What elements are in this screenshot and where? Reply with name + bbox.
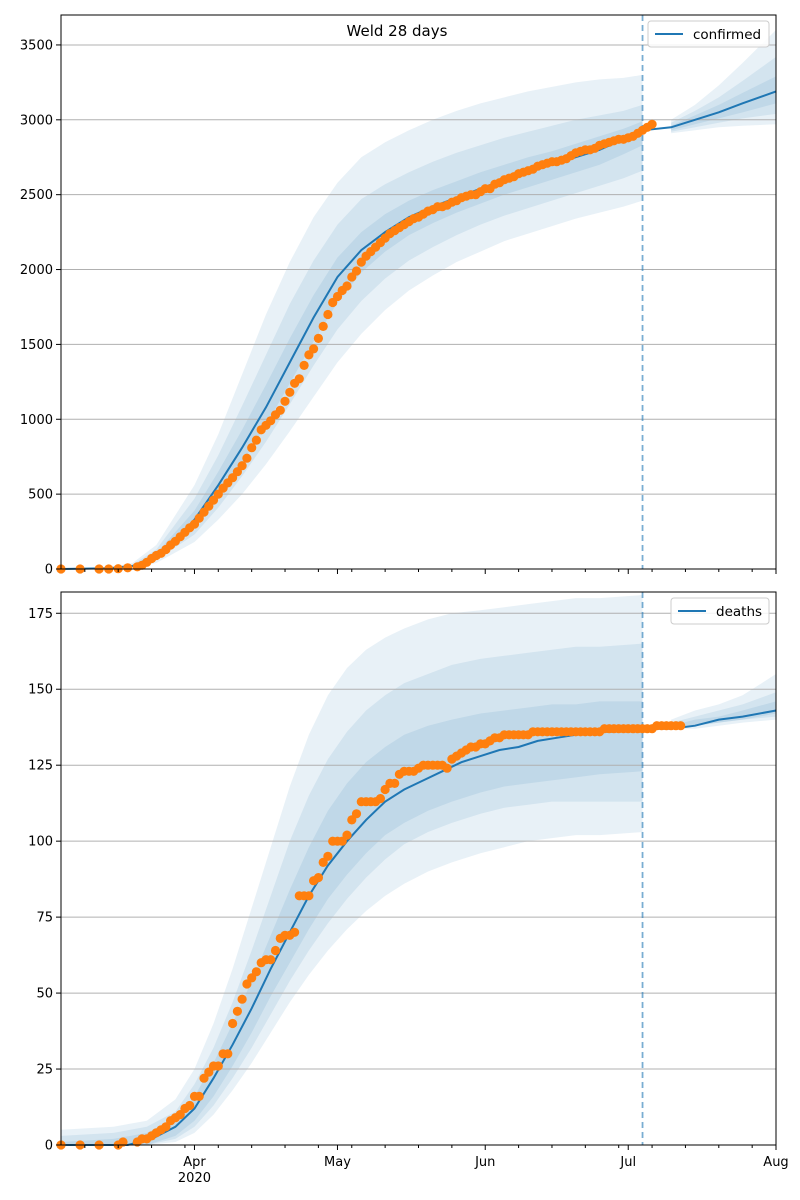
x-tick-label: Aug: [763, 1155, 788, 1170]
confirmed-y-tick-label: 2000: [20, 263, 53, 278]
confirmed-band-0-forecast: [671, 29, 776, 134]
deaths-observed-point: [323, 851, 333, 861]
confirmed-y-tick-label: 1500: [20, 338, 53, 353]
confirmed-band-2-fit: [61, 121, 643, 569]
confirmed-band-1-forecast: [671, 56, 776, 132]
deaths-band-2-fit: [61, 701, 643, 1145]
confirmed-observed-point: [309, 344, 319, 354]
deaths-y-tick-label: 125: [28, 759, 53, 774]
confirmed-observed-point: [351, 266, 362, 276]
deaths-observed-points: [56, 721, 686, 1150]
confirmed-observed-point: [294, 374, 304, 384]
legend-box: [647, 20, 770, 48]
deaths-observed-point: [270, 945, 281, 956]
confirmed-observed-point: [285, 387, 295, 397]
x-tick-year-label: 2020: [178, 1171, 211, 1186]
confirmed-observed-point: [247, 443, 257, 453]
deaths-observed-point: [676, 721, 686, 731]
deaths-observed-point: [118, 1137, 128, 1147]
confirmed-axes: 0 500 1000 1500 2000 2500 3000 3500: [20, 14, 777, 578]
confirmed-observed-point: [323, 309, 333, 320]
confirmed-observed-point: [299, 360, 309, 370]
legend-label: deaths: [716, 604, 762, 620]
deaths-y-tick-label: 150: [28, 683, 53, 698]
deaths-y-tick-label: 100: [28, 835, 53, 850]
confirmed-y-tick-label: 0: [45, 563, 53, 578]
legend-label: confirmed: [693, 27, 761, 43]
confirmed-y-tick-label: 3500: [20, 38, 53, 53]
x-tick-label: Jul: [619, 1155, 636, 1170]
confirmed-panel: 0 500 1000 1500 2000 2500 3000 3500 Weld 28 day…: [20, 14, 777, 578]
confirmed-observed-point: [318, 321, 328, 331]
confirmed-gridlines: [61, 44, 776, 495]
x-tick-label: Apr: [183, 1155, 206, 1170]
legend-box: [670, 597, 770, 625]
confirmed-y-tick-label: 2500: [20, 188, 53, 203]
deaths-axes-frame: [60, 591, 777, 1146]
deaths-observed-point: [375, 794, 385, 804]
confirmed-axes-frame: [60, 14, 777, 570]
confirmed-observed-point: [251, 435, 261, 445]
deaths-y-tick-label: 50: [36, 987, 53, 1002]
deaths-observed-point: [351, 809, 362, 819]
deaths-observed-point: [266, 955, 276, 965]
chart-title: Weld 28 days: [347, 22, 448, 40]
deaths-observed-point: [442, 763, 452, 773]
confirmed-observed-point: [123, 563, 133, 573]
deaths-observed-point: [251, 967, 261, 977]
x-tick-label: May: [324, 1155, 351, 1170]
deaths-observed-point: [237, 994, 247, 1004]
confirmed-observed-point: [275, 405, 285, 415]
deaths-observed-point: [390, 778, 400, 789]
deaths-y-tick-label: 0: [45, 1139, 53, 1154]
deaths-observed-point: [194, 1091, 204, 1101]
confirmed-y-tick-label: 3000: [20, 113, 53, 128]
deaths-observed-point: [313, 873, 323, 883]
confirmed-observed-point: [280, 396, 290, 406]
confirmed-observed-point: [647, 119, 657, 129]
deaths-band-2-forecast: [671, 701, 776, 729]
confirmed-band-2-forecast: [671, 76, 776, 131]
confirmed-observed-point: [237, 461, 247, 471]
deaths-observed-point: [232, 1006, 242, 1016]
deaths-band-1-fit: [61, 643, 643, 1145]
confirmed-y-tick-label: 1000: [20, 413, 53, 428]
deaths-legend: deaths: [670, 597, 770, 625]
deaths-y-tick-label: 25: [36, 1063, 53, 1078]
confirmed-observed-point: [242, 453, 252, 463]
deaths-observed-point: [228, 1018, 238, 1029]
confirmed-y-tick-label: 500: [28, 488, 53, 503]
deaths-band-0-fit: [61, 595, 643, 1145]
deaths-observed-point: [304, 891, 314, 901]
confirmed-observed-point: [313, 333, 323, 343]
deaths-observed-point: [185, 1100, 195, 1111]
deaths-observed-point: [213, 1061, 223, 1071]
deaths-observed-point: [290, 927, 300, 937]
deaths-y-tick-label: 75: [36, 911, 53, 926]
deaths-y-tick-label: 175: [28, 607, 53, 622]
deaths-observed-point: [223, 1049, 233, 1059]
confirmed-legend: confirmed: [647, 20, 770, 48]
deaths-band-1-forecast: [671, 692, 776, 729]
deaths-observed-point: [342, 830, 352, 840]
confirmed-observed-point: [342, 281, 352, 291]
confirmed-band-0-fit: [61, 74, 643, 569]
x-tick-label: Jun: [474, 1155, 495, 1170]
